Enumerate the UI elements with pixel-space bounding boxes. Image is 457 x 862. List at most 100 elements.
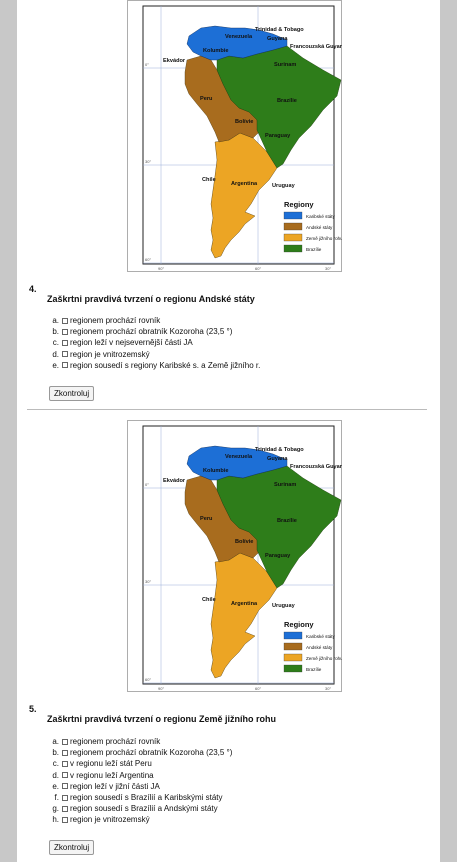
region-karibske-staty: [186, 445, 288, 481]
label-peru: Peru: [200, 516, 213, 522]
option-text: region je vnitrozemský: [70, 815, 150, 825]
label-argentina: Argentina: [231, 601, 258, 607]
label-surinam: Surinam: [274, 482, 296, 488]
label-argentina: Argentina: [231, 181, 258, 187]
label-peru: Peru: [200, 96, 213, 102]
label-uruguay: Uruguay: [272, 183, 296, 189]
label-guyana: Guyana: [267, 456, 288, 462]
answer-option[interactable]: d. v regionu leží Argentina: [47, 770, 232, 781]
question-number: 5.: [29, 704, 37, 714]
label-bolivie: Bolívie: [235, 119, 253, 125]
answer-option[interactable]: b. regionem prochází obratník Kozoroha (2…: [47, 747, 232, 758]
answer-option[interactable]: e. region sousedí s regiony Karibské s. a…: [47, 360, 260, 371]
lon-label-90: 90°: [158, 686, 164, 691]
check-answer-button[interactable]: Zkontroluj: [49, 840, 95, 855]
option-text: region leží v jižní části JA: [70, 781, 160, 791]
label-kolumbie: Kolumbie: [203, 48, 228, 54]
option-text: regionem prochází obratník Kozoroha (23,…: [70, 748, 233, 758]
option-text: region sousedí s Brazílií a Karibskými s…: [70, 793, 223, 803]
lat-label-0: 0°: [145, 482, 149, 487]
label-brazilie: Brazílie: [277, 98, 297, 104]
question-title: Zaškrtni pravdivá tvrzení o regionu Ands…: [47, 294, 255, 304]
legend-item-label: Brazílie: [306, 667, 322, 672]
map-legend: Regiony Karibské státy Andské státy Země ji…: [283, 620, 342, 673]
region-karibske-staty: [186, 25, 288, 61]
answer-option[interactable]: g. region sousedí s Brazílií a Andskými s…: [47, 803, 232, 814]
answer-option[interactable]: b. regionem prochází obratník Kozoroha (2…: [47, 326, 260, 337]
answer-option[interactable]: a. regionem prochází rovník: [47, 736, 232, 747]
lat-label-60: 60°: [145, 677, 151, 682]
label-ekvador: Ekvádor: [163, 478, 186, 484]
option-checkbox[interactable]: [62, 738, 68, 745]
lat-label-30: 30°: [145, 579, 151, 584]
lat-label-30: 30°: [145, 159, 151, 164]
option-checkbox[interactable]: [62, 351, 68, 358]
legend-swatch: [283, 642, 303, 651]
check-answer-button[interactable]: Zkontroluj: [49, 386, 95, 401]
legend-item-label: Andské státy: [306, 645, 333, 650]
legend-swatch: [283, 653, 303, 662]
label-venezuela: Venezuela: [225, 34, 253, 40]
legend-swatch: [283, 222, 303, 231]
option-checkbox[interactable]: [62, 317, 68, 324]
answer-options: a. regionem prochází rovník b. regionem pro…: [47, 736, 232, 826]
option-checkbox[interactable]: [62, 772, 68, 779]
label-paraguay: Paraguay: [265, 133, 291, 139]
label-chile: Chile: [202, 597, 216, 603]
option-text: regionem prochází rovník: [70, 316, 161, 325]
label-surinam: Surinam: [274, 62, 296, 68]
legend-title: Regiony: [284, 200, 314, 209]
option-checkbox[interactable]: [62, 362, 68, 369]
option-checkbox[interactable]: [62, 817, 68, 824]
option-checkbox[interactable]: [62, 794, 68, 801]
label-venezuela: Venezuela: [225, 454, 253, 460]
answer-option[interactable]: c. region leží v nejsevernější části JA: [47, 337, 260, 348]
lon-label-60: 60°: [255, 686, 261, 691]
option-letter: f.: [54, 793, 59, 803]
option-letter: d.: [52, 770, 59, 780]
answer-option[interactable]: c. v regionu leží stát Peru: [47, 758, 232, 769]
option-letter: a.: [52, 737, 59, 746]
option-text: regionem prochází obratník Kozoroha (23,…: [70, 327, 233, 337]
answer-option[interactable]: e. region leží v jižní části JA: [47, 781, 232, 792]
legend-swatch: [283, 244, 303, 253]
lat-label-0: 0°: [145, 62, 149, 67]
option-letter: e.: [52, 360, 59, 370]
label-guyana: Guyana: [267, 36, 288, 42]
option-checkbox[interactable]: [62, 783, 68, 790]
option-letter: e.: [52, 781, 59, 791]
label-francouzska-guyana: Francouzská Guyana: [290, 464, 342, 470]
section-divider: [27, 409, 427, 410]
option-letter: h.: [52, 815, 59, 825]
option-checkbox[interactable]: [62, 805, 68, 812]
legend-item-label: Země jižního rohu: [306, 236, 342, 241]
option-checkbox[interactable]: [62, 749, 68, 756]
page: Trinidad & Tobago Venezuela Guyana Francouz…: [17, 0, 440, 862]
option-checkbox[interactable]: [62, 340, 68, 346]
legend-title: Regiony: [284, 620, 314, 629]
answer-options: a. regionem prochází rovník b. regionem pro…: [47, 315, 260, 371]
legend-swatch: [283, 631, 303, 640]
option-text: region sousedí s regiony Karibské s. a Z…: [70, 360, 261, 370]
option-checkbox[interactable]: [62, 328, 68, 335]
legend-item-label: Karibské státy: [306, 214, 336, 219]
legend-swatch: [283, 233, 303, 242]
answer-option[interactable]: h. region je vnitrozemský: [47, 814, 232, 825]
answer-option[interactable]: a. regionem prochází rovník: [47, 315, 260, 326]
label-trinidad: Trinidad & Tobago: [255, 447, 304, 453]
option-letter: b.: [52, 748, 59, 758]
legend-swatch: [283, 211, 303, 220]
option-text: regionem prochází rovník: [70, 737, 161, 746]
answer-option[interactable]: d. region je vnitrozemský: [47, 349, 260, 360]
answer-option[interactable]: f. region sousedí s Brazílií a Karibskými…: [47, 792, 232, 803]
south-america-regions-map: Trinidad & Tobago Venezuela Guyana Francouz…: [127, 420, 342, 692]
lon-label-30: 30°: [325, 266, 331, 271]
option-letter: c.: [52, 338, 59, 348]
legend-item-label: Brazílie: [306, 247, 322, 252]
label-brazilie: Brazílie: [277, 518, 297, 524]
south-america-regions-map: Trinidad & Tobago Venezuela Guyana Francouz…: [127, 0, 342, 272]
option-letter: b.: [52, 327, 59, 337]
question-title: Zaškrtni pravdivá tvrzení o regionu Země…: [47, 714, 277, 724]
option-checkbox[interactable]: [62, 761, 68, 767]
label-uruguay: Uruguay: [272, 603, 296, 609]
